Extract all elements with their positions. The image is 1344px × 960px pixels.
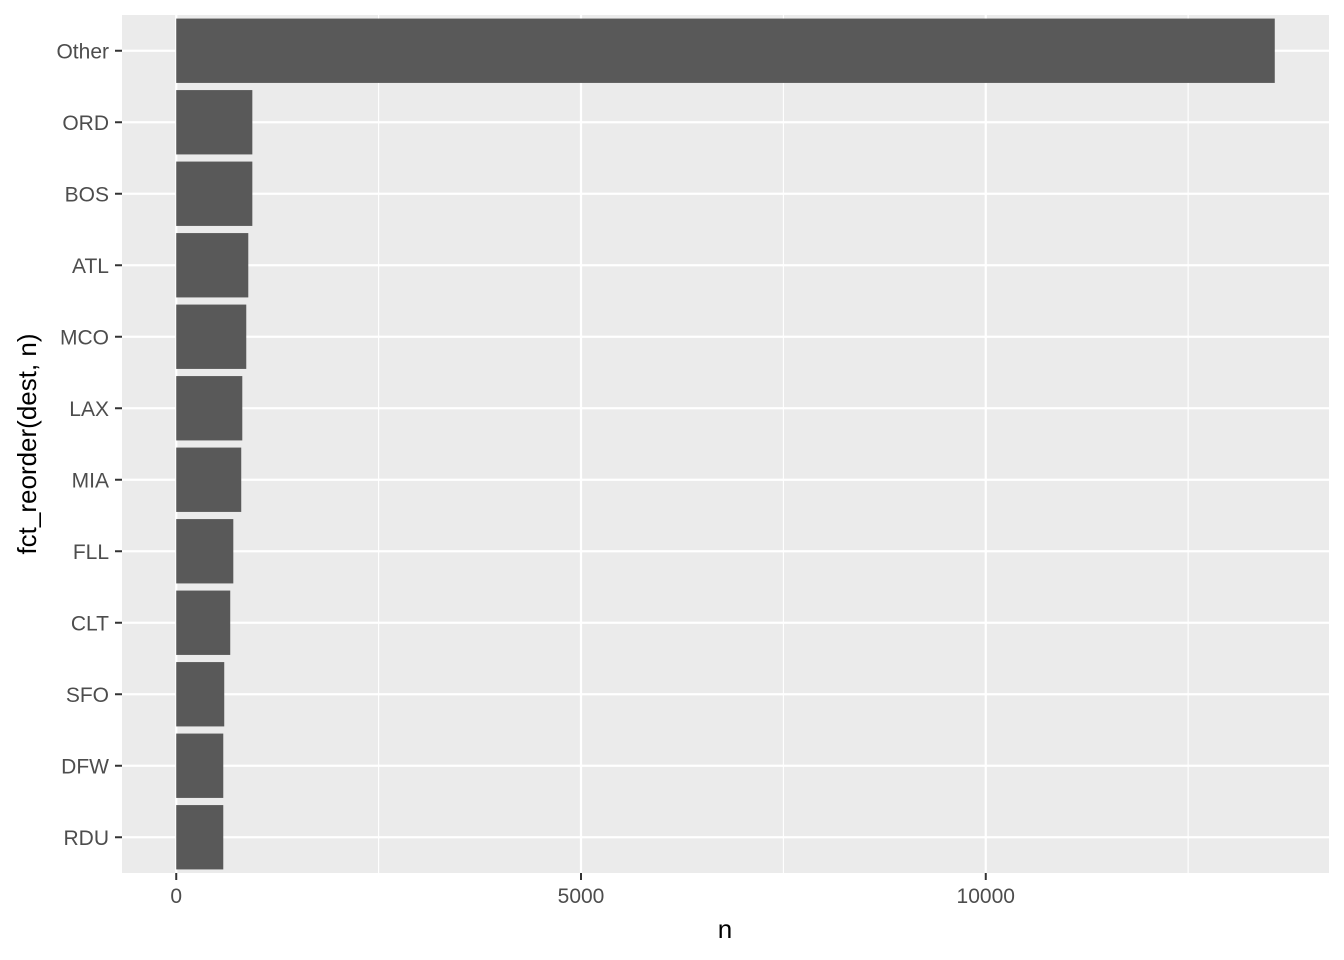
y-tick-label: ORD [62,112,109,135]
y-axis-title: fct_reorder(dest, n) [12,333,42,554]
bar-bos [176,161,253,226]
bar-sfo [176,662,225,727]
bar-mia [176,447,242,512]
y-tick-label: DFW [61,755,109,778]
plot-panel [122,15,1329,873]
y-tick-label: MIA [72,469,109,492]
x-tick-label: 0 [170,885,182,908]
bar-ord [176,90,253,155]
y-tick-label: RDU [64,827,110,850]
y-tick-label: Other [56,40,109,63]
y-tick-label: SFO [66,684,109,707]
bar-other [176,18,1275,83]
bar-lax [176,376,243,441]
bar-dfw [176,733,224,798]
bar-clt [176,590,231,655]
x-tick-label: 10000 [957,885,1015,908]
bar-rdu [176,805,224,870]
y-tick-label: ATL [72,255,109,278]
y-tick-label: CLT [71,612,109,635]
y-tick-label: MCO [60,326,109,349]
y-tick-label: FLL [73,541,109,564]
bar-atl [176,233,249,298]
x-axis-title: n [718,914,732,944]
y-tick-label: LAX [69,398,109,421]
bar-fll [176,519,234,584]
x-tick-label: 5000 [558,885,605,908]
bar-mco [176,304,247,369]
y-tick-label: BOS [65,183,109,206]
